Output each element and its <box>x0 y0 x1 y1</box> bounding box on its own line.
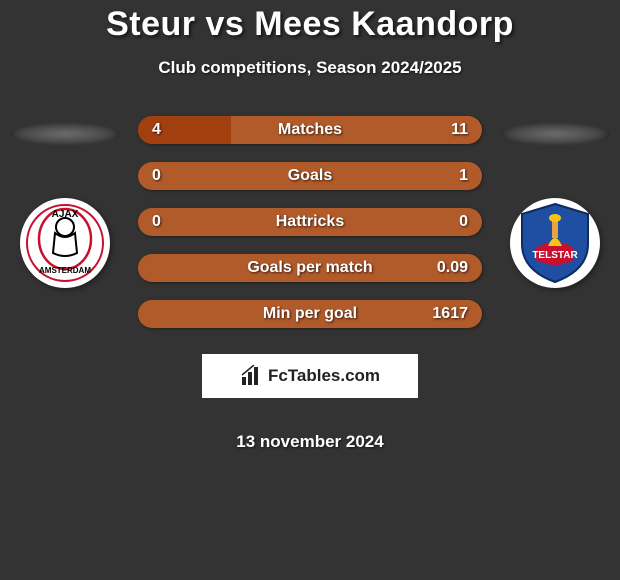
stat-bar: Min per goal1617 <box>138 300 482 328</box>
stat-bar: Goals per match0.09 <box>138 254 482 282</box>
brand-box: FcTables.com <box>202 354 418 398</box>
stat-label: Hattricks <box>138 213 482 231</box>
right-player-col: TELSTAR <box>500 116 610 288</box>
subtitle: Club competitions, Season 2024/2025 <box>158 58 461 78</box>
stat-bar: 0Goals1 <box>138 162 482 190</box>
stat-bar: 0Hattricks0 <box>138 208 482 236</box>
left-player-silhouette <box>10 122 120 146</box>
date-text: 13 november 2024 <box>236 432 383 452</box>
telstar-logo-icon: TELSTAR <box>516 200 594 286</box>
svg-text:AJAX: AJAX <box>52 209 79 220</box>
stat-bar: 4Matches11 <box>138 116 482 144</box>
brand-text: FcTables.com <box>268 366 380 386</box>
comparison-card: Steur vs Mees Kaandorp Club competitions… <box>0 0 620 452</box>
left-club-logo: AMSTERDAM AJAX <box>20 198 110 288</box>
content-row: AMSTERDAM AJAX 4Matches110Goals10Hattric… <box>0 116 620 452</box>
chart-icon <box>240 365 262 387</box>
stat-right-value: 0.09 <box>437 259 468 277</box>
right-club-logo: TELSTAR <box>510 198 600 288</box>
stat-label: Goals <box>138 167 482 185</box>
ajax-logo-icon: AMSTERDAM AJAX <box>25 203 105 283</box>
svg-text:TELSTAR: TELSTAR <box>532 250 578 261</box>
svg-text:AMSTERDAM: AMSTERDAM <box>39 266 91 275</box>
stat-label: Min per goal <box>138 305 482 323</box>
left-player-col: AMSTERDAM AJAX <box>10 116 120 288</box>
stat-right-value: 0 <box>459 213 468 231</box>
stat-label: Goals per match <box>138 259 482 277</box>
page-title: Steur vs Mees Kaandorp <box>106 5 514 44</box>
right-player-silhouette <box>500 122 610 146</box>
stat-right-value: 1617 <box>432 305 468 323</box>
stat-label: Matches <box>138 121 482 139</box>
stats-column: 4Matches110Goals10Hattricks0Goals per ma… <box>138 116 482 452</box>
stat-right-value: 1 <box>459 167 468 185</box>
stat-right-value: 11 <box>451 121 468 139</box>
